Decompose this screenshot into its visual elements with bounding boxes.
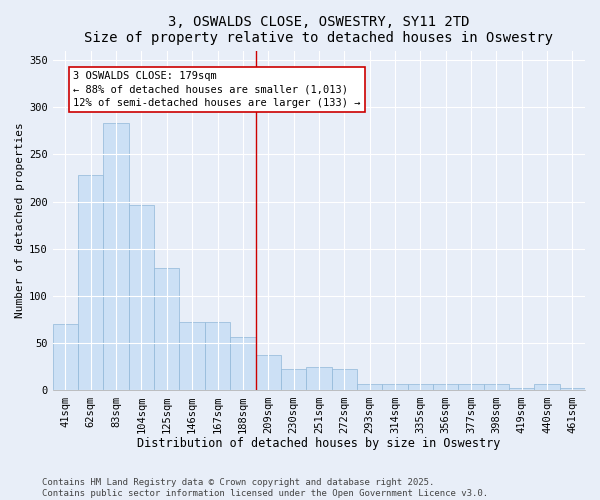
Bar [281,369,306,390]
Bar [458,384,484,390]
X-axis label: Distribution of detached houses by size in Oswestry: Distribution of detached houses by size … [137,437,500,450]
Title: 3, OSWALDS CLOSE, OSWESTRY, SY11 2TD
Size of property relative to detached house: 3, OSWALDS CLOSE, OSWESTRY, SY11 2TD Siz… [85,15,553,45]
Bar [535,384,560,390]
Bar [129,206,154,390]
Bar [78,175,103,390]
Y-axis label: Number of detached properties: Number of detached properties [15,122,25,318]
Text: Contains HM Land Registry data © Crown copyright and database right 2025.
Contai: Contains HM Land Registry data © Crown c… [42,478,488,498]
Bar [560,388,585,390]
Bar [154,268,179,390]
Bar [509,388,535,390]
Bar [332,369,357,390]
Bar [306,367,332,390]
Bar [382,384,407,390]
Bar [230,336,256,390]
Bar [256,354,281,390]
Bar [205,322,230,390]
Bar [484,384,509,390]
Bar [357,384,382,390]
Bar [407,384,433,390]
Bar [433,384,458,390]
Bar [179,322,205,390]
Text: 3 OSWALDS CLOSE: 179sqm
← 88% of detached houses are smaller (1,013)
12% of semi: 3 OSWALDS CLOSE: 179sqm ← 88% of detache… [73,72,361,108]
Bar [103,123,129,390]
Bar [53,324,78,390]
